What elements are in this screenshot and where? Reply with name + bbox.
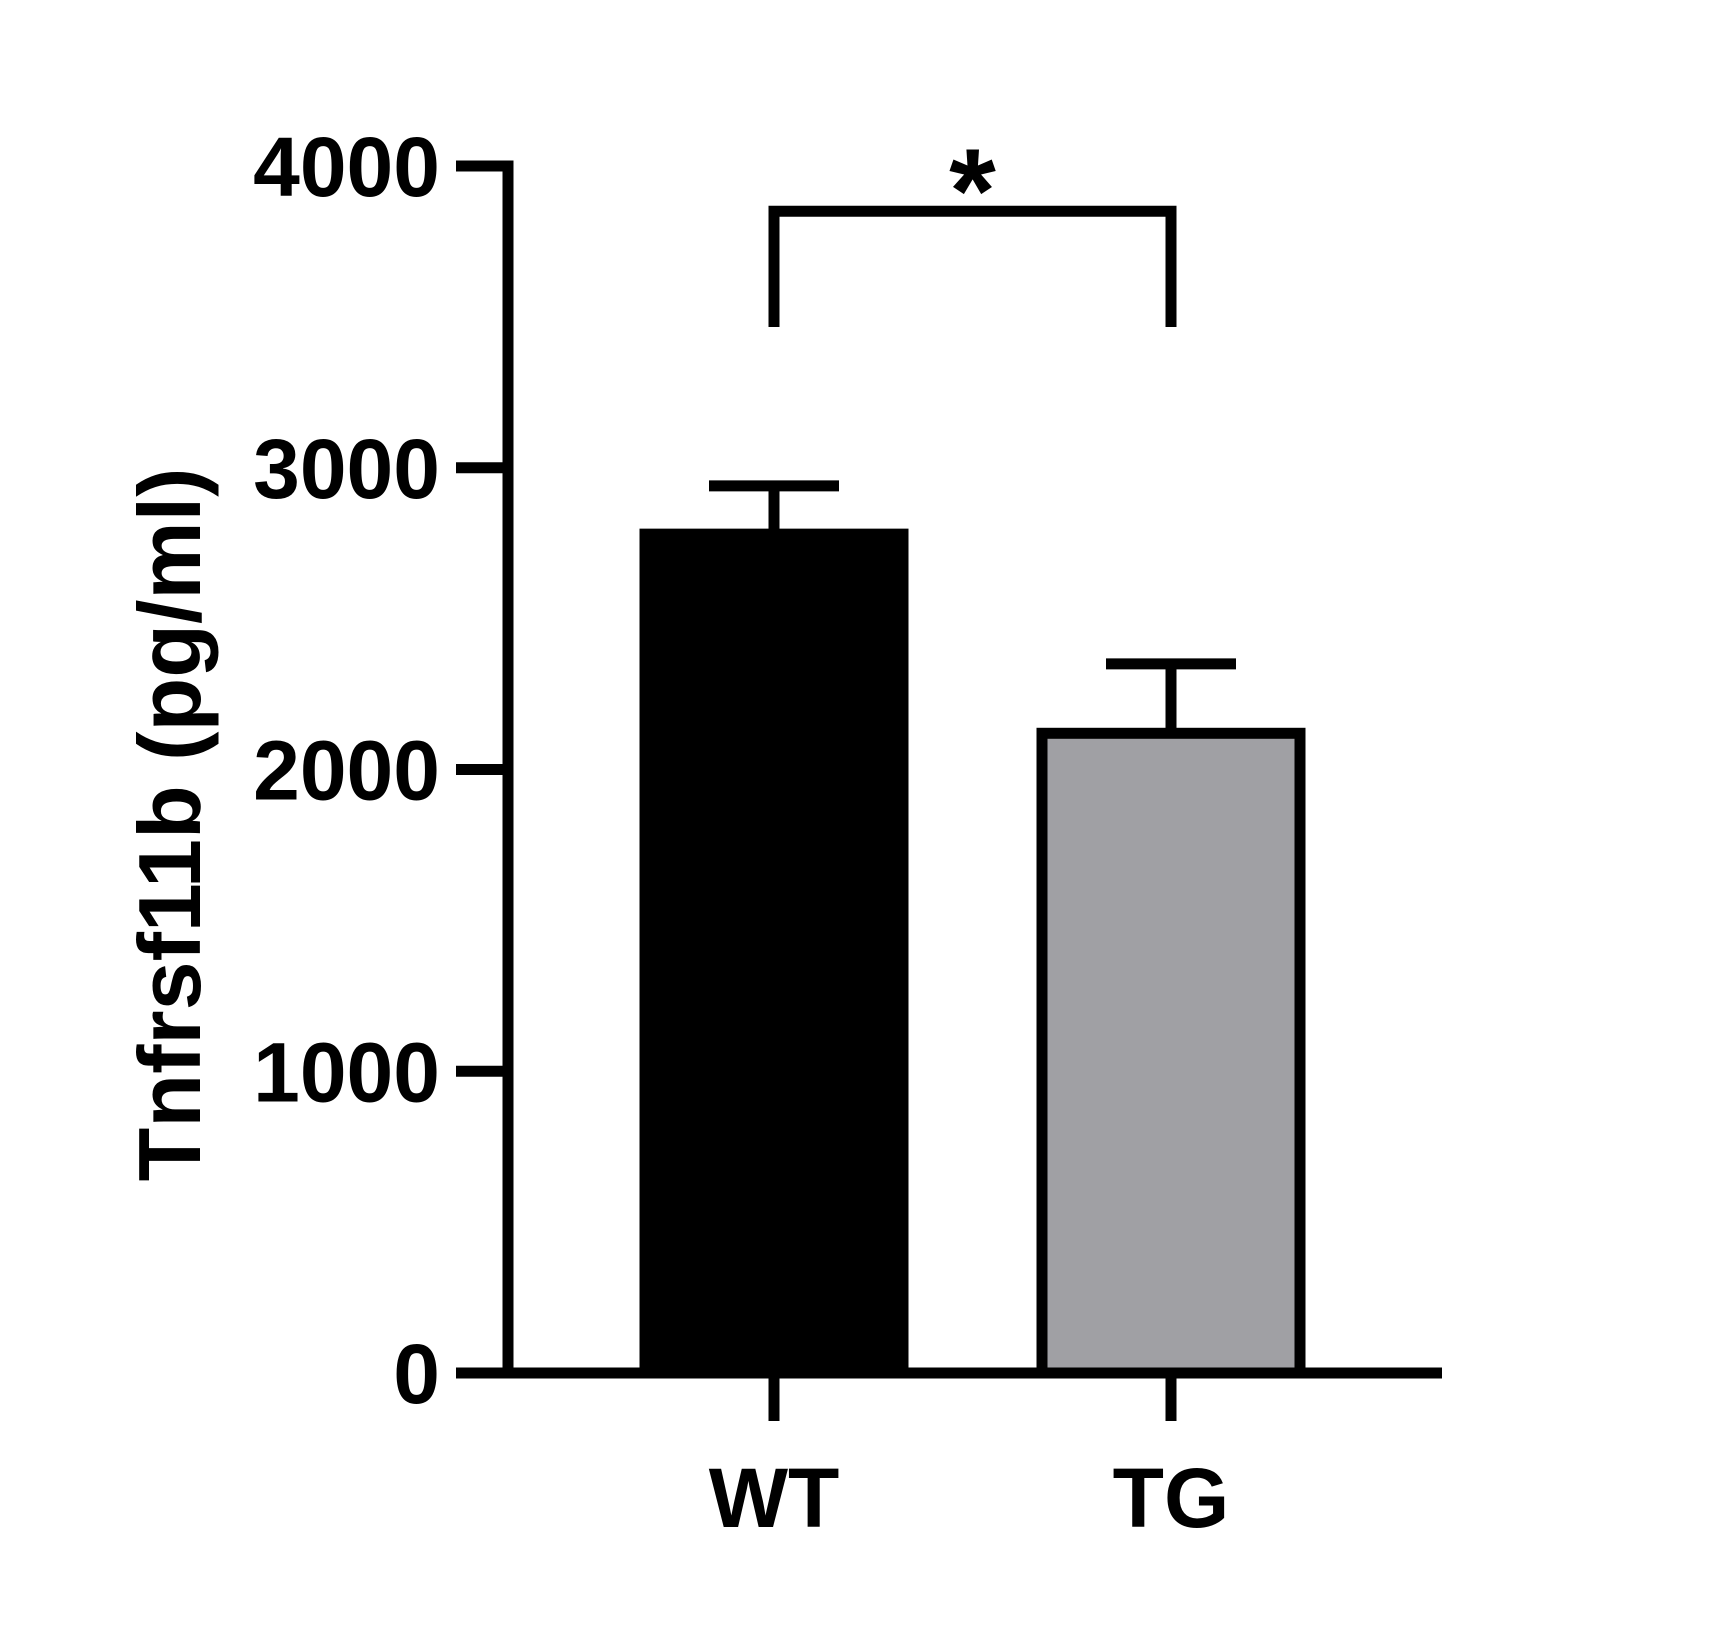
x-tick-label-tg: TG (1113, 1451, 1230, 1545)
significance-label: * (949, 124, 996, 258)
significance-bracket: * (768, 124, 1177, 327)
y-tick-label: 2000 (253, 724, 440, 818)
bars (639, 480, 1306, 1379)
y-tick-label: 4000 (253, 120, 440, 214)
y-tick-label: 3000 (253, 422, 440, 516)
x-tick-label-wt: WT (709, 1451, 840, 1545)
y-axis-ticks: 0 1000 2000 3000 4000 (253, 120, 508, 1421)
y-tick-label: 1000 (253, 1025, 440, 1119)
y-axis-label: Tnfrsf11b (pg/ml) (120, 468, 219, 1182)
bar-wt (639, 528, 909, 1379)
y-tick-label: 0 (393, 1327, 440, 1421)
significance-line (768, 205, 1177, 327)
bar-tg (1036, 727, 1306, 1379)
x-axis-ticks: WT TG (709, 1373, 1230, 1545)
